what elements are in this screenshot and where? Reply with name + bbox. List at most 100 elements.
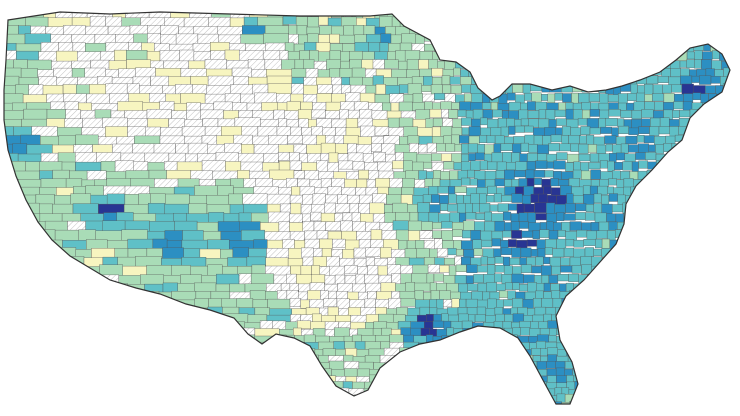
county-cell: [691, 381, 703, 389]
county-cell: [511, 12, 521, 20]
county-cell: [421, 221, 433, 231]
county-cell: [313, 248, 323, 257]
county-cell: [124, 327, 147, 345]
county-cell: [586, 134, 595, 146]
county-cell: [723, 152, 730, 162]
county-cell: [475, 59, 484, 71]
county-cell: [568, 42, 580, 50]
county-cell: [434, 238, 443, 250]
county-cell: [624, 26, 636, 38]
county-cell: [526, 16, 537, 24]
county-cell: [487, 12, 495, 16]
county-cell: [291, 68, 307, 78]
county-cell: [517, 401, 527, 404]
county-cell: [733, 361, 740, 370]
county-cell: [714, 194, 723, 204]
county-cell: [68, 321, 90, 338]
county-cell: [491, 238, 501, 247]
county-cell: [590, 179, 600, 187]
county-cell: [278, 355, 291, 370]
county-cell: [604, 12, 613, 20]
county-cell: [563, 306, 575, 315]
county-cell: [154, 361, 180, 382]
county-cell: [181, 335, 205, 360]
county-cell: [589, 153, 600, 163]
county-cell: [556, 118, 567, 126]
county-cell: [278, 342, 291, 355]
county-cell: [565, 203, 576, 213]
county-cell: [596, 290, 605, 302]
county-cell: [305, 394, 321, 404]
county-cell: [570, 143, 579, 152]
county-cell: [709, 101, 720, 112]
county-cell: [412, 388, 427, 397]
county-cell: [491, 50, 500, 60]
county-cell: [468, 126, 481, 137]
county-cell: [573, 336, 585, 346]
county-cell: [657, 354, 668, 364]
county-cell: [722, 274, 730, 283]
county-cell: [581, 25, 591, 33]
county-cell: [300, 299, 310, 309]
county-cell: [543, 185, 552, 195]
county-cell: [618, 93, 628, 104]
county-cell: [728, 169, 730, 181]
county-cell: [653, 402, 662, 404]
county-cell: [612, 274, 625, 286]
county-cell: [445, 143, 456, 152]
county-cell: [675, 153, 684, 162]
county-cell: [263, 374, 284, 394]
county-cell: [477, 12, 488, 18]
county-cell: [725, 34, 730, 42]
county-cell: [489, 401, 502, 404]
county-cell: [477, 265, 488, 273]
county-cell: [548, 274, 559, 284]
county-cell: [434, 257, 445, 266]
county-cell: [570, 34, 580, 42]
county-cell: [406, 362, 420, 378]
county-cell: [685, 410, 695, 416]
county-cell: [667, 282, 678, 292]
county-cell: [293, 367, 306, 380]
county-cell: [613, 283, 626, 294]
county-cell: [575, 203, 587, 212]
county-cell: [702, 322, 712, 334]
county-cell: [637, 264, 649, 274]
county-cell: [639, 388, 649, 397]
county-cell: [674, 161, 683, 173]
county-cell: [702, 248, 711, 257]
county-cell: [610, 256, 619, 267]
county-cell: [4, 342, 26, 363]
county-cell: [556, 152, 568, 160]
county-cell: [492, 42, 503, 52]
county-cell: [689, 274, 702, 283]
county-cell: [599, 409, 608, 416]
county-cell: [642, 355, 651, 367]
county-cell: [504, 222, 512, 232]
county-cell: [289, 152, 300, 163]
county-cell: [614, 401, 626, 404]
county-cell: [55, 334, 74, 358]
county-cell: [690, 34, 700, 43]
county-cell: [682, 194, 693, 203]
county-cell: [632, 291, 645, 301]
county-cell: [599, 59, 612, 67]
county-cell: [508, 203, 518, 211]
county-cell: [520, 118, 529, 126]
county-cell: [159, 368, 174, 386]
county-cell: [657, 17, 667, 28]
county-cell: [325, 221, 341, 231]
county-cell: [705, 394, 718, 404]
county-cell: [706, 335, 717, 346]
county-cell: [721, 144, 730, 155]
county-cell: [736, 348, 740, 359]
county-cell: [729, 313, 730, 322]
county-cell: [367, 291, 377, 300]
county-cell: [589, 109, 600, 117]
county-cell: [101, 355, 121, 371]
county-cell: [13, 247, 27, 271]
county-cell: [602, 348, 610, 356]
county-cell: [58, 354, 71, 370]
county-cell: [697, 256, 707, 268]
county-cell: [122, 395, 137, 404]
